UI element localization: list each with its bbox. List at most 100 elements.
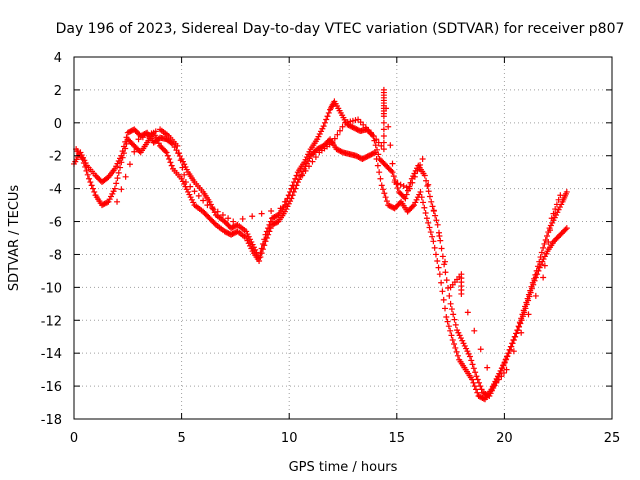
data-point: [489, 383, 496, 390]
data-point: [452, 344, 459, 351]
data-point: [394, 180, 401, 187]
y-tick-label: -8: [49, 248, 62, 263]
data-point: [225, 215, 232, 222]
data-point: [528, 283, 535, 290]
data-point: [500, 369, 507, 376]
data-point: [385, 123, 392, 130]
data-point: [435, 264, 442, 271]
data-point: [82, 163, 89, 170]
data-point: [179, 178, 186, 185]
data-point: [182, 179, 189, 186]
data-point: [563, 188, 570, 195]
data-point: [131, 148, 138, 155]
data-point: [126, 161, 133, 168]
data-point: [315, 133, 322, 140]
y-tick-label: -16: [41, 380, 62, 395]
data-point: [258, 250, 265, 257]
data-point: [550, 210, 557, 217]
data-point: [414, 167, 421, 174]
data-point: [119, 154, 126, 161]
data-point: [507, 343, 514, 350]
data-point: [534, 263, 541, 270]
data-point: [518, 329, 525, 336]
data-point: [117, 164, 124, 171]
data-point: [163, 149, 170, 156]
data-point: [397, 181, 404, 188]
data-point: [89, 185, 96, 192]
data-point: [477, 346, 484, 353]
data-point: [472, 386, 479, 393]
data-point: [442, 258, 449, 265]
data-point: [373, 136, 380, 143]
data-point: [152, 128, 159, 135]
data-point: [174, 142, 181, 149]
y-tick-label: -10: [41, 281, 62, 296]
data-point: [406, 185, 413, 192]
data-point: [277, 205, 284, 212]
data-point: [442, 305, 449, 312]
data-point: [409, 203, 416, 210]
data-point: [520, 307, 527, 314]
data-point: [380, 86, 387, 93]
data-point: [557, 192, 564, 199]
data-point: [183, 166, 190, 173]
data-point: [302, 167, 309, 174]
data-point: [529, 279, 536, 286]
data-point: [376, 169, 383, 176]
data-point: [552, 206, 559, 213]
y-tick-labels: -18 -16 -14 -12 -10 -8 -6 -4 -2 0 2 4: [41, 51, 62, 428]
x-tick-label: 25: [604, 431, 621, 446]
data-point: [540, 274, 547, 281]
data-point: [230, 218, 237, 225]
data-point: [314, 136, 321, 143]
data-point: [540, 256, 547, 263]
data-point: [370, 132, 377, 139]
data-point: [243, 228, 250, 235]
data-point: [257, 254, 264, 261]
data-point: [281, 208, 288, 215]
data-point: [441, 261, 448, 268]
data-point: [200, 197, 207, 204]
data-point: [187, 183, 194, 190]
data-point: [284, 203, 291, 210]
data-point: [105, 198, 112, 205]
data-point: [114, 198, 121, 205]
data-point: [444, 318, 451, 325]
data-point: [372, 142, 379, 149]
data-point: [418, 194, 425, 201]
data-point: [373, 156, 380, 163]
data-point: [471, 383, 478, 390]
data-point: [377, 175, 384, 182]
data-point: [434, 221, 441, 228]
data-point: [555, 206, 562, 213]
data-point: [417, 161, 424, 168]
data-point: [118, 159, 125, 166]
data-point: [412, 199, 419, 206]
data-point: [372, 149, 379, 156]
grid-lines: [74, 57, 612, 419]
data-point: [389, 160, 396, 167]
data-point: [123, 140, 130, 147]
data-point: [461, 342, 468, 349]
data-point: [283, 206, 290, 213]
data-point: [380, 126, 387, 133]
data-point: [551, 214, 558, 221]
data-point: [293, 172, 300, 179]
data-point: [339, 123, 346, 130]
data-point: [106, 196, 113, 203]
data-point: [433, 217, 440, 224]
data-point: [214, 208, 221, 215]
data-point: [498, 365, 505, 372]
data-point: [380, 186, 387, 193]
data-point: [191, 188, 198, 195]
data-point: [380, 119, 387, 126]
data-point: [458, 290, 465, 297]
data-point: [540, 244, 547, 251]
data-point: [553, 201, 560, 208]
data-point: [543, 250, 550, 257]
data-point: [375, 151, 382, 158]
data-point: [460, 340, 467, 347]
data-point: [387, 142, 394, 149]
data-point: [522, 303, 529, 310]
